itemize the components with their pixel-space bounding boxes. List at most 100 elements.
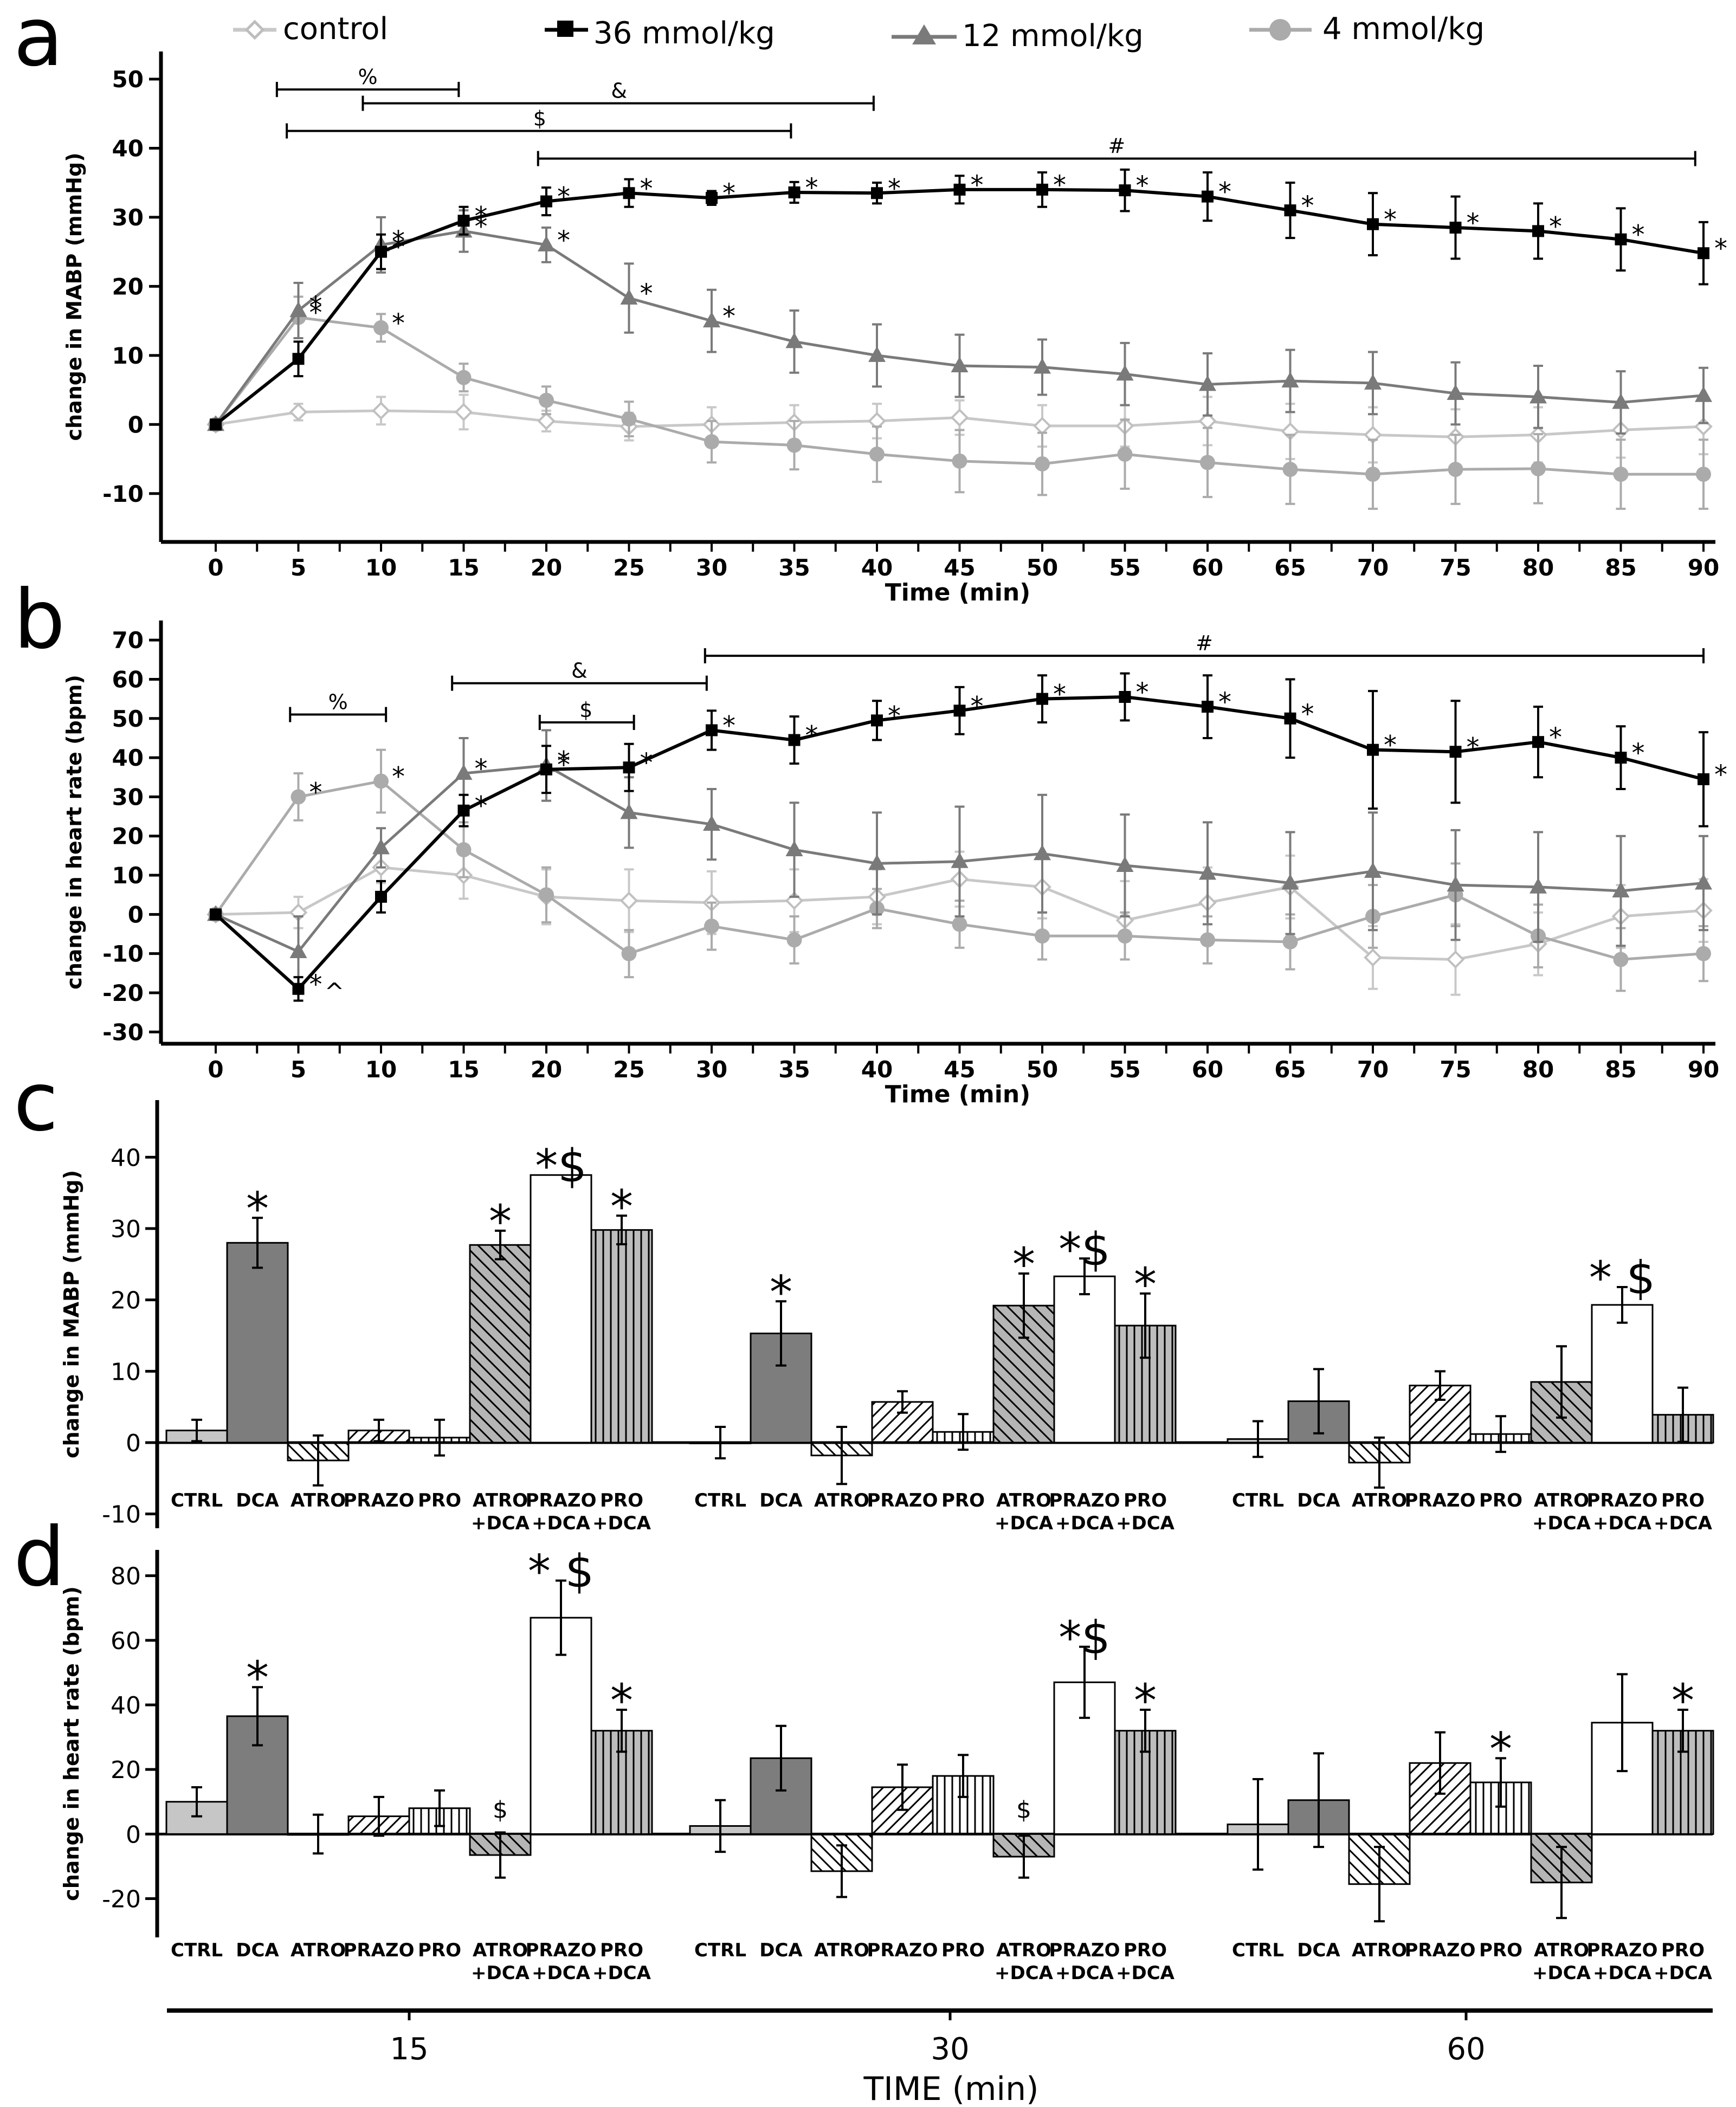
category-label: +DCA [532,1962,591,1984]
significance-star: * [1053,680,1066,710]
point-36mmol [788,186,801,199]
category-label: PRO [600,1940,643,1961]
point-12mmol [1116,856,1134,872]
x-tick-label: 35 [778,554,810,581]
category-label: +DCA [1532,1962,1591,1984]
significance-star: * [475,791,488,822]
significance-star: * [309,970,322,1000]
point-4mmol [1282,934,1298,949]
square-marker-icon [557,21,573,37]
time-axis-tick-label: 15 [390,2032,428,2067]
category-label: PRO [941,1490,985,1511]
point-12mmol [785,841,803,857]
point-4mmol [1613,467,1629,482]
category-label: PRO [1661,1490,1705,1511]
y-tick-label: 50 [112,66,144,93]
point-4mmol [952,916,967,932]
point-36mmol [1202,190,1214,203]
category-label: DCA [236,1490,279,1511]
x-tick-label: 0 [208,554,223,581]
category-label: +DCA [1055,1962,1114,1984]
series-mmol36: *** ** ** * * * * ** * ***^ [210,672,1727,1006]
bar [1053,1275,1116,1444]
panel-b: b -30 -20 -10 0 10 20 30 40 50 60 70 0 5 10 15 20 25 30 35 4… [14,573,1727,1108]
time-axis-label: TIME (min) [863,2070,1038,2107]
point-12mmol [1281,372,1299,388]
x-tick-label: 90 [1688,554,1719,581]
category-label: ATRO [473,1940,528,1961]
point-12mmol [1034,844,1051,861]
point-4mmol [1448,462,1463,477]
y-tick-label: 10 [112,342,144,369]
significance-annotation: *$ [535,1139,586,1192]
point-36mmol [375,245,387,258]
category-label: ATRO [1352,1940,1407,1961]
point-36mmol [1449,222,1462,234]
category-label: +DCA [1593,1513,1652,1534]
point-12mmol [703,815,720,831]
panel-letter: d [14,1510,65,1605]
point-4mmol [621,946,637,961]
legend-item-control: control [233,11,388,47]
x-tick-label: 40 [861,1056,893,1083]
panel-letter: a [14,0,63,85]
point-36mmol [1532,736,1544,748]
bar [226,1242,289,1444]
panel-a: a -10 0 10 20 30 40 50 0 5 10 15 20 25 30 35 40 45 50 55 60 6… [14,0,1727,606]
significance-star: * [1632,738,1645,768]
significance-star: * [309,291,322,321]
x-tick-label: 15 [448,1056,479,1083]
category-label: ATRO [291,1490,346,1511]
point-4mmol [1035,456,1050,471]
x-tick-label: 70 [1357,1056,1389,1083]
point-4mmol [1200,932,1215,948]
category-label: PRAZO [1405,1940,1476,1961]
category-label: DCA [759,1940,803,1961]
category-label: +DCA [995,1513,1054,1534]
point-36mmol [1119,691,1131,703]
x-tick-label: 90 [1688,1056,1719,1083]
significance-star: * [557,750,570,780]
category-label: PRAZO [1587,1940,1658,1961]
category-label: +DCA [1116,1962,1175,1984]
x-tick-label: 20 [531,554,562,581]
point-12mmol [538,235,555,251]
significance-star: * [805,173,818,203]
significance-star: * [1136,171,1149,201]
significance-caret: ^ [325,978,345,1006]
significance-star: * [1384,205,1397,235]
x-tick-label: 30 [696,1056,727,1083]
series-mmol36: *** * * * * * * * * * * * * * * [210,168,1727,431]
x-tick-label: 45 [944,1056,975,1083]
bracket-label: # [1196,631,1213,655]
significance-annotation: * $ [528,1545,594,1598]
category-label: ATRO [1534,1490,1589,1511]
y-tick-label: 20 [112,823,144,850]
point-control [1364,948,1382,967]
significance-star: * [392,232,405,263]
category-label: DCA [1297,1490,1340,1511]
series-mmol12: * * [207,729,1712,988]
point-12mmol [868,346,886,362]
point-4mmol [1117,447,1133,462]
category-label: PRO [418,1490,461,1511]
point-12mmol [289,942,307,959]
category-label: DCA [236,1940,279,1961]
significance-annotation: * [489,1195,512,1248]
point-36mmol [706,724,718,736]
category-label: ATRO [814,1940,869,1961]
x-tick-label: 80 [1522,554,1554,581]
significance-star: * [1218,687,1231,718]
point-36mmol [871,714,883,727]
bar [590,1229,653,1444]
category-label: PRAZO [1049,1490,1120,1511]
significance-star: * [805,721,818,751]
bracket-label: $ [533,107,546,131]
significance-star: * [309,298,322,328]
significance-star: * [722,301,735,332]
category-label: +DCA [1654,1962,1713,1984]
point-4mmol [373,773,389,789]
